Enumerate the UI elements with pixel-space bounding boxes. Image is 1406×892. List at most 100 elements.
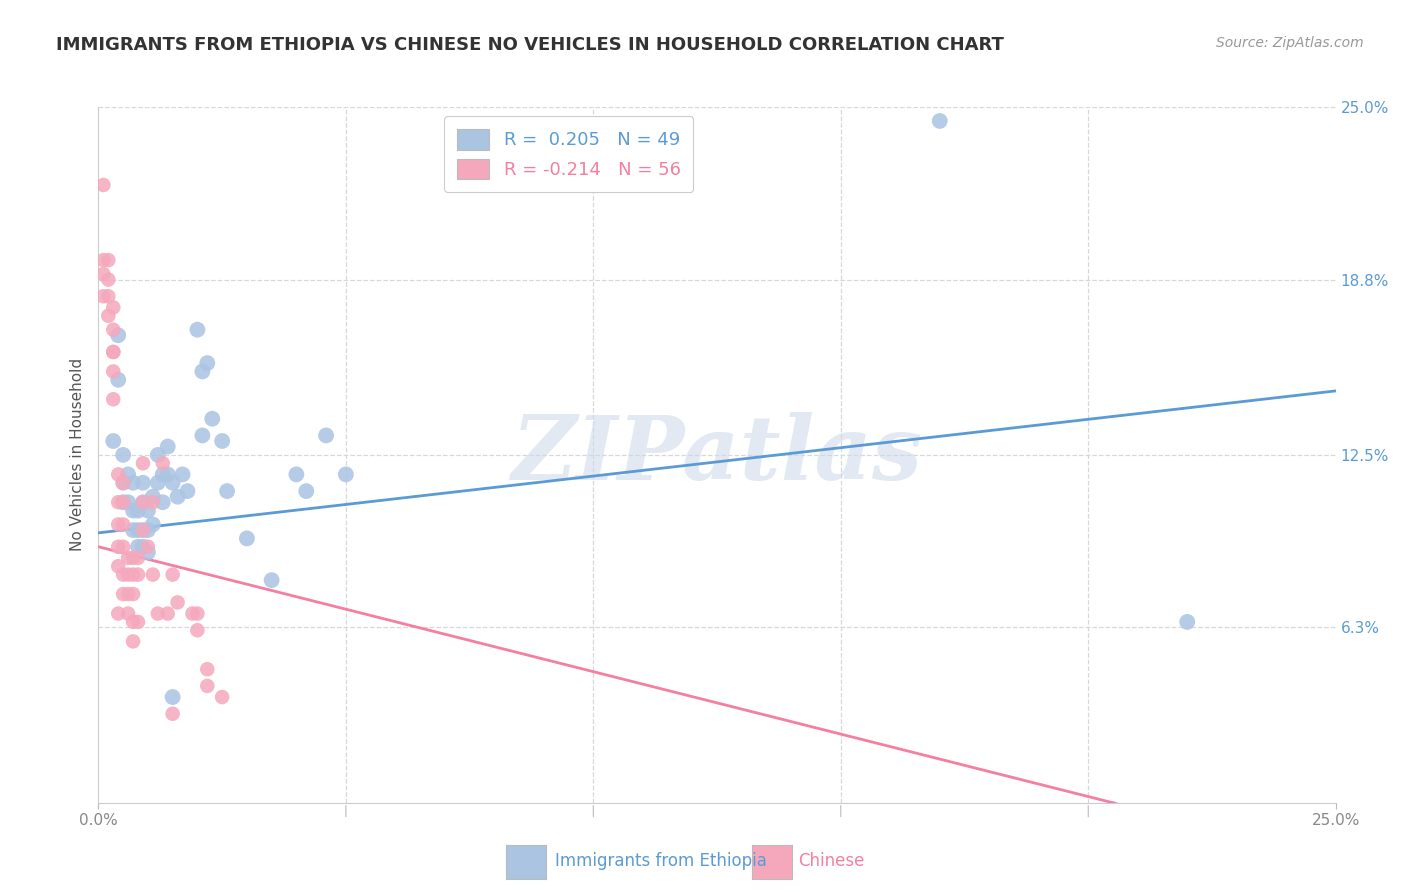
Point	[132, 475, 155, 490]
Point	[285, 467, 308, 482]
Legend: R =  0.205   N = 49, R = -0.214   N = 56: R = 0.205 N = 49, R = -0.214 N = 56	[444, 116, 693, 192]
Point	[112, 448, 135, 462]
Point	[186, 607, 208, 621]
Point	[93, 178, 115, 192]
Text: Source: ZipAtlas.com: Source: ZipAtlas.com	[1216, 36, 1364, 50]
Point	[107, 495, 129, 509]
Point	[107, 517, 129, 532]
Point	[195, 662, 218, 676]
Point	[112, 567, 135, 582]
Point	[103, 345, 125, 359]
Point	[103, 323, 125, 337]
Point	[142, 567, 165, 582]
Point	[201, 411, 224, 425]
Point	[132, 523, 155, 537]
Point	[146, 607, 169, 621]
Point	[132, 523, 155, 537]
Point	[97, 272, 120, 286]
Point	[97, 253, 120, 268]
Point	[146, 475, 169, 490]
Point	[127, 523, 149, 537]
Text: Immigrants from Ethiopia: Immigrants from Ethiopia	[555, 852, 768, 870]
Point	[103, 392, 125, 407]
Point	[122, 587, 145, 601]
Point	[295, 484, 318, 499]
Point	[162, 690, 184, 704]
Point	[107, 328, 129, 343]
Point	[117, 467, 139, 482]
Text: IMMIGRANTS FROM ETHIOPIA VS CHINESE NO VEHICLES IN HOUSEHOLD CORRELATION CHART: IMMIGRANTS FROM ETHIOPIA VS CHINESE NO V…	[56, 36, 1004, 54]
Point	[103, 301, 125, 315]
Point	[181, 607, 204, 621]
Point	[122, 503, 145, 517]
Point	[136, 503, 159, 517]
Point	[117, 495, 139, 509]
Point	[107, 559, 129, 574]
Point	[166, 490, 188, 504]
Point	[127, 550, 149, 565]
Point	[211, 434, 233, 448]
Point	[172, 467, 194, 482]
Point	[103, 364, 125, 378]
Point	[142, 490, 165, 504]
Point	[152, 467, 174, 482]
Point	[112, 475, 135, 490]
Point	[132, 540, 155, 554]
Point	[136, 545, 159, 559]
Point	[117, 550, 139, 565]
Point	[112, 587, 135, 601]
Point	[127, 503, 149, 517]
Point	[156, 467, 179, 482]
Point	[142, 495, 165, 509]
Point	[176, 484, 198, 499]
Point	[1175, 615, 1198, 629]
Point	[166, 595, 188, 609]
Point	[127, 615, 149, 629]
Point	[162, 706, 184, 721]
Point	[112, 495, 135, 509]
Point	[127, 567, 149, 582]
Point	[117, 587, 139, 601]
Point	[93, 253, 115, 268]
Y-axis label: No Vehicles in Household: No Vehicles in Household	[70, 359, 86, 551]
Point	[191, 428, 214, 442]
Point	[195, 356, 218, 370]
Point	[112, 540, 135, 554]
Text: ZIPatlas: ZIPatlas	[512, 412, 922, 498]
Point	[122, 523, 145, 537]
Point	[152, 495, 174, 509]
Point	[211, 690, 233, 704]
Text: Chinese: Chinese	[799, 852, 865, 870]
Point	[315, 428, 337, 442]
Point	[93, 267, 115, 281]
Point	[136, 540, 159, 554]
Point	[260, 573, 283, 587]
Point	[132, 495, 155, 509]
Point	[152, 456, 174, 470]
Point	[335, 467, 357, 482]
Point	[107, 467, 129, 482]
Point	[122, 475, 145, 490]
Point	[112, 517, 135, 532]
Point	[156, 607, 179, 621]
Point	[186, 624, 208, 638]
Point	[97, 289, 120, 303]
Point	[142, 517, 165, 532]
Point	[103, 434, 125, 448]
Point	[162, 567, 184, 582]
Point	[122, 615, 145, 629]
Point	[103, 345, 125, 359]
Point	[186, 323, 208, 337]
Point	[162, 475, 184, 490]
Point	[236, 532, 259, 546]
Point	[112, 475, 135, 490]
Point	[156, 440, 179, 454]
Point	[122, 634, 145, 648]
Point	[132, 456, 155, 470]
Point	[146, 448, 169, 462]
Point	[97, 309, 120, 323]
Point	[93, 289, 115, 303]
Point	[195, 679, 218, 693]
Point	[107, 373, 129, 387]
Point	[117, 607, 139, 621]
